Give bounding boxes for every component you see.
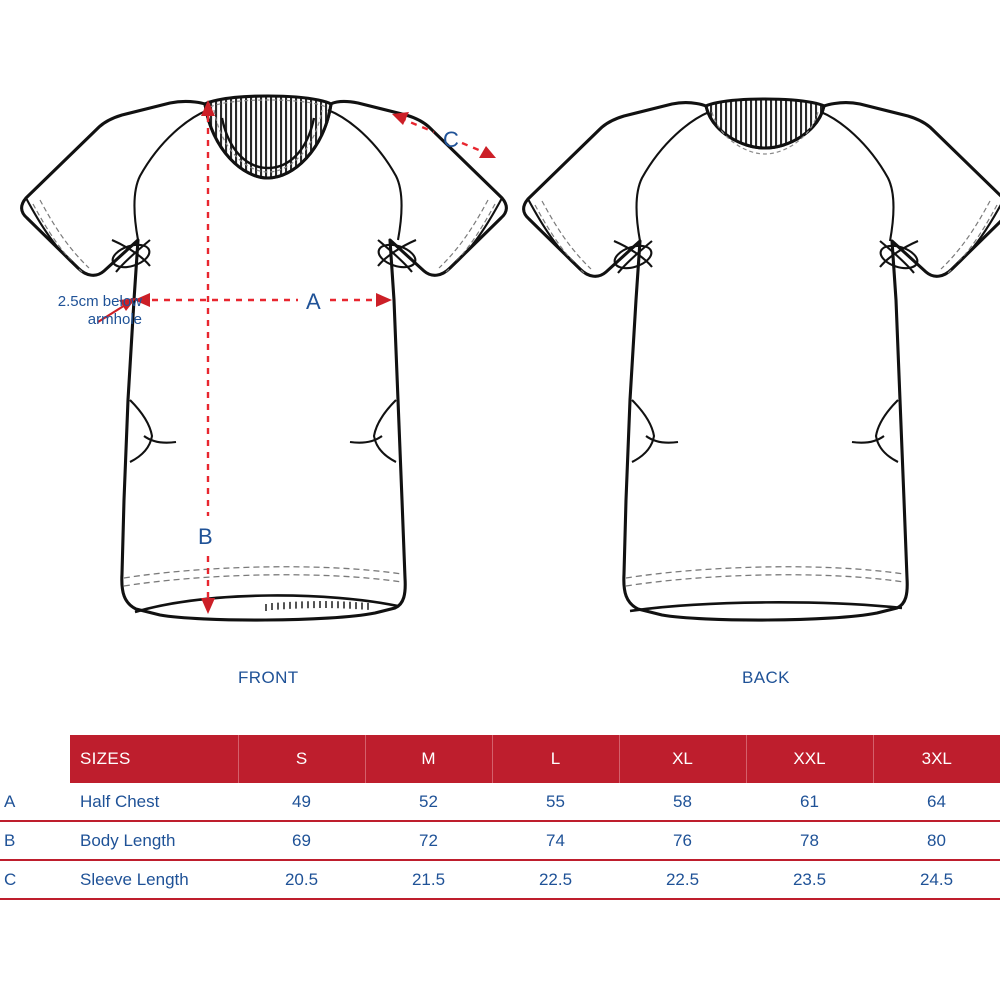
size-table-body: A Half Chest 49 52 55 58 61 64 B Body Le… (0, 783, 1000, 900)
row-name-c: Sleeve Length (70, 860, 238, 900)
cell-a-s: 49 (238, 783, 365, 822)
measure-a-line (134, 293, 392, 307)
back-left-armpit-detail (613, 240, 653, 274)
back-collar-outline (704, 97, 826, 150)
dimension-label-a: A (306, 289, 321, 314)
front-hem-ribbing (265, 601, 369, 611)
back-right-armpit-detail (879, 240, 919, 274)
measurement-annotations (97, 100, 496, 614)
back-collar-ribbing (706, 99, 824, 148)
back-side-crease (631, 399, 899, 463)
header-size-xl: XL (618, 735, 746, 783)
cell-a-xxl: 61 (746, 783, 873, 822)
cell-c-xxl: 23.5 (746, 860, 873, 900)
size-table: SIZES S M L XL XXL 3XL A Half Chest 49 5… (0, 735, 1000, 900)
front-body-outline (20, 99, 508, 622)
front-left-armpit-detail (111, 239, 151, 273)
row-key-a: A (0, 783, 70, 822)
header-key-cell (0, 735, 70, 783)
cell-c-m: 21.5 (365, 860, 492, 900)
back-body-outline (522, 101, 1000, 622)
dimension-label-b: B (198, 524, 213, 549)
measure-b-line (201, 100, 215, 614)
front-collar-stitch (209, 99, 327, 173)
front-right-sleeve-hem (449, 197, 503, 269)
cell-b-3xl: 80 (873, 821, 1000, 861)
back-hem-edge (629, 601, 903, 613)
cell-b-s: 69 (238, 821, 365, 861)
armhole-note-leader (97, 298, 136, 323)
size-table-head: SIZES S M L XL XXL 3XL (0, 735, 1000, 783)
tshirt-front-view (20, 94, 508, 622)
cell-a-l: 55 (492, 783, 619, 822)
table-row: C Sleeve Length 20.5 21.5 22.5 22.5 23.5… (0, 860, 1000, 900)
row-name-a: Half Chest (70, 783, 238, 822)
table-row: A Half Chest 49 52 55 58 61 64 (0, 783, 1000, 822)
size-table-header-row: SIZES S M L XL XXL 3XL (0, 735, 1000, 783)
front-shoulder-seams (133, 109, 403, 241)
cell-b-m: 72 (365, 821, 492, 861)
row-key-c: C (0, 860, 70, 900)
front-collar-ribbing (205, 96, 331, 178)
back-collar-stitch (711, 111, 819, 155)
header-size-3xl: 3XL (872, 735, 1000, 783)
tshirt-illustration (20, 94, 1000, 622)
measure-c-line (392, 112, 496, 158)
armhole-note-text: 2.5cm below armhole (57, 293, 142, 328)
cell-a-xl: 58 (619, 783, 746, 822)
cell-c-s: 20.5 (238, 860, 365, 900)
cell-c-xl: 22.5 (619, 860, 746, 900)
cell-a-m: 52 (365, 783, 492, 822)
front-hem-edge (134, 594, 399, 614)
back-view-caption: BACK (742, 668, 790, 687)
header-size-xxl: XXL (745, 735, 873, 783)
front-left-sleeve-hem (25, 197, 79, 269)
back-hem-stitch (625, 566, 905, 587)
front-side-crease (129, 399, 397, 463)
cell-c-3xl: 24.5 (873, 860, 1000, 900)
cell-b-l: 74 (492, 821, 619, 861)
header-size-l: L (491, 735, 619, 783)
front-collar-outline (203, 94, 333, 180)
header-size-m: M (364, 735, 492, 783)
cell-c-l: 22.5 (492, 860, 619, 900)
front-neckline-inner (220, 117, 316, 170)
tshirt-back-view (522, 97, 1000, 622)
row-name-b: Body Length (70, 821, 238, 861)
cell-b-xl: 76 (619, 821, 746, 861)
front-right-armpit-detail (377, 239, 417, 273)
cell-a-3xl: 64 (873, 783, 1000, 822)
table-row: B Body Length 69 72 74 76 78 80 (0, 821, 1000, 861)
front-view-caption: FRONT (238, 668, 299, 687)
header-sizes-label: SIZES (70, 735, 238, 783)
row-key-b: B (0, 821, 70, 861)
header-size-s: S (237, 735, 365, 783)
dimension-label-c: C (443, 127, 459, 152)
back-shoulder-seams (635, 111, 895, 242)
back-left-sleeve-hem (527, 198, 581, 270)
cell-b-xxl: 78 (746, 821, 873, 861)
front-hem-stitch (123, 566, 403, 587)
